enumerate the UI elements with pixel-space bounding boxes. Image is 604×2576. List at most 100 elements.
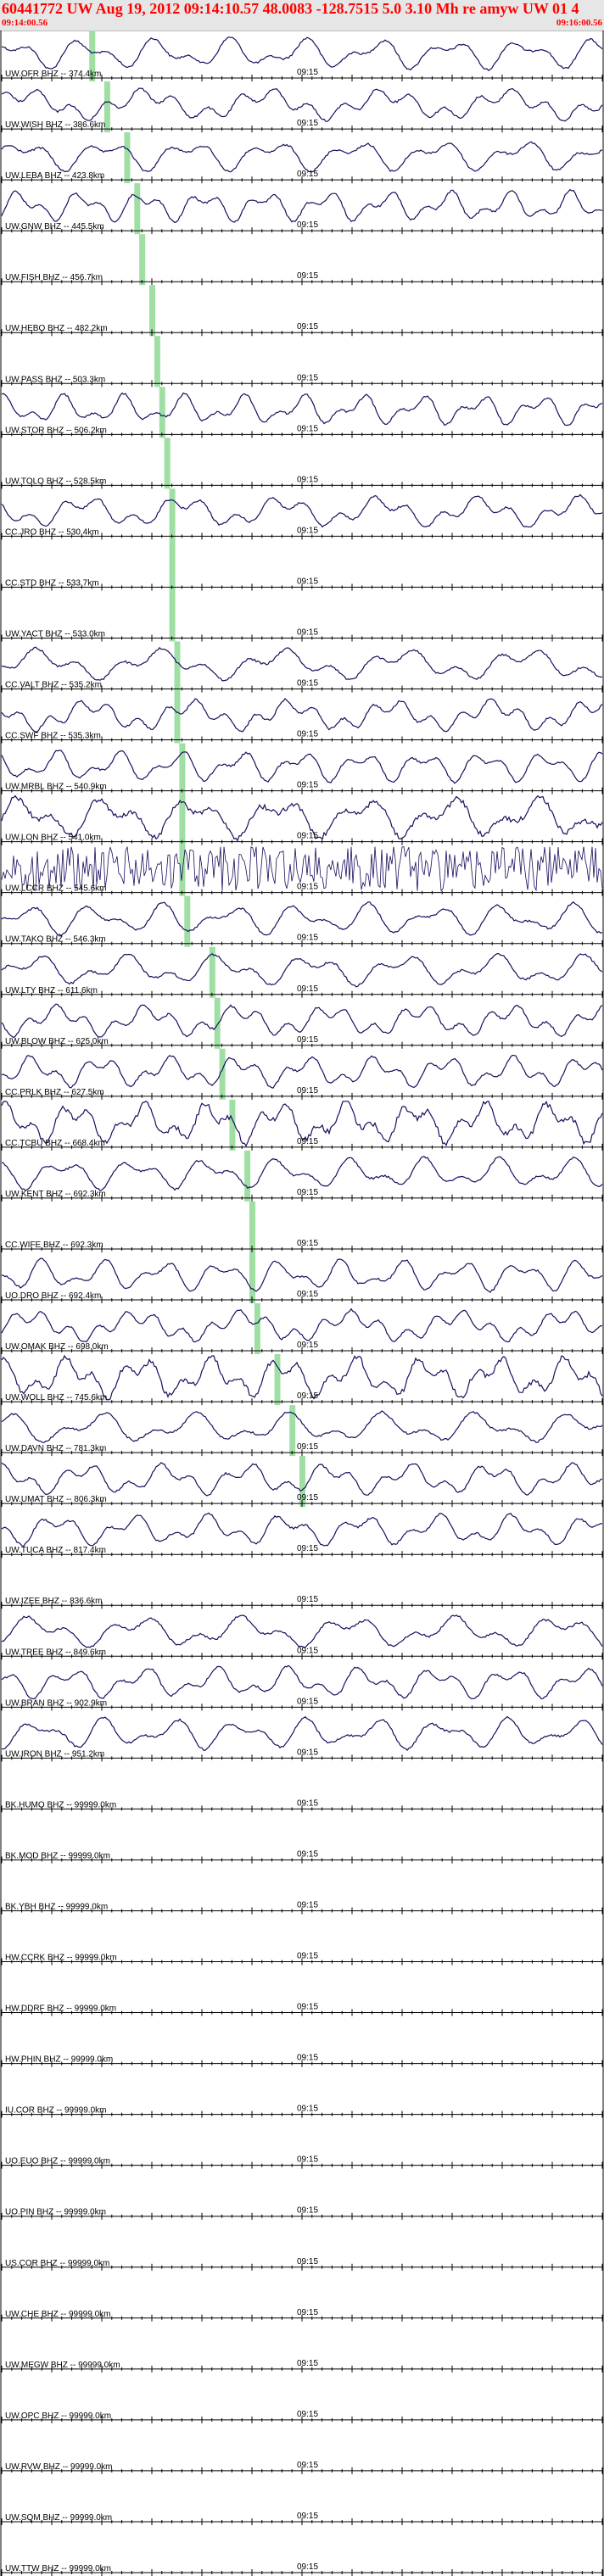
station-label: UW.TTW BHZ -- 99999.0km	[5, 2564, 111, 2573]
waveform-trace	[1, 901, 603, 937]
waveform-trace	[1, 750, 603, 784]
station-label: CC.WIFE BHZ -- 692.3km	[5, 1241, 103, 1250]
station-label: UW.LEBA BHZ -- 423.8km	[5, 171, 104, 181]
station-label: UW.FISH BHZ -- 456.7km	[5, 273, 103, 282]
minute-tick-label: 09:15	[297, 1391, 318, 1401]
waveform-trace	[1, 953, 603, 988]
minute-tick-label: 09:15	[297, 475, 318, 484]
station-label: UW.BLOW BHZ -- 625.0km	[5, 1037, 109, 1046]
station-label: UW.MEGW BHZ -- 99999.0km	[5, 2361, 120, 2370]
station-label: IU.COR BHZ -- 99999.0km	[5, 2106, 106, 2116]
minute-tick-label: 09:15	[297, 883, 318, 892]
minute-tick-label: 09:15	[297, 526, 318, 535]
minute-tick-label: 09:15	[297, 2512, 318, 2521]
waveform-trace	[1, 1664, 603, 1700]
minute-tick-label: 09:15	[297, 1137, 318, 1146]
station-label: US.COR BHZ -- 99999.0km	[5, 2259, 109, 2268]
arrival-pick-marker	[184, 895, 191, 947]
minute-tick-label: 09:15	[297, 781, 318, 790]
waveform-trace	[1, 36, 603, 71]
minute-tick-label: 09:15	[297, 1900, 318, 1910]
minute-tick-label: 09:15	[297, 984, 318, 994]
station-label: CC.TCBU BHZ -- 668.4km	[5, 1139, 105, 1148]
arrival-pick-marker	[299, 1456, 305, 1508]
station-label: UW.IRON BHZ -- 951.2km	[5, 1749, 104, 1759]
station-label: UW.OPC BHZ -- 99999.0km	[5, 2412, 111, 2421]
station-label: UW.TREE BHZ -- 849.6km	[5, 1648, 106, 1657]
start-time-label: 09:14:00.56	[2, 18, 48, 28]
minute-tick-label: 09:15	[297, 1849, 318, 1859]
minute-tick-label: 09:15	[297, 170, 318, 179]
minute-tick-label: 09:15	[297, 1442, 318, 1452]
station-label: UW.RVW BHZ -- 99999.0km	[5, 2462, 113, 2472]
minute-tick-label: 09:15	[297, 2308, 318, 2317]
minute-tick-label: 09:15	[297, 1341, 318, 1350]
station-label: HW.CCRK BHZ -- 99999.0km	[5, 1954, 117, 1963]
station-label: UO.PIN BHZ -- 99999.0km	[5, 2208, 106, 2217]
waveform-trace	[1, 1410, 603, 1443]
minute-tick-label: 09:15	[297, 2410, 318, 2419]
minute-tick-label: 09:15	[297, 1544, 318, 1553]
waveform-trace	[1, 1715, 603, 1751]
end-time-label: 09:16:00.56	[556, 18, 602, 28]
minute-tick-label: 09:15	[297, 119, 318, 128]
waveform-trace	[1, 1354, 603, 1401]
minute-tick-label: 09:15	[297, 832, 318, 841]
station-label: CC.JRO BHZ -- 530.4km	[5, 527, 99, 537]
minute-tick-label: 09:15	[297, 2562, 318, 2572]
minute-tick-label: 09:15	[297, 1697, 318, 1706]
arrival-pick-marker	[174, 692, 181, 744]
arrival-pick-marker	[103, 81, 110, 133]
station-label: HW.DDRF BHZ -- 99999.0km	[5, 2004, 116, 2014]
minute-tick-label: 09:15	[297, 1798, 318, 1808]
event-title: 60441772 UW Aug 19, 2012 09:14:10.57 48.…	[2, 0, 579, 17]
arrival-pick-marker	[209, 946, 215, 998]
waveform-trace	[1, 1308, 603, 1343]
waveform-trace	[1, 1257, 603, 1293]
station-label: UW.CHE BHZ -- 99999.0km	[5, 2310, 110, 2319]
waveform-trace	[1, 1156, 603, 1191]
arrival-pick-marker	[249, 1252, 255, 1303]
waveform-trace	[1, 188, 603, 224]
minute-tick-label: 09:15	[297, 322, 318, 332]
waveform-trace	[1, 141, 603, 173]
waveform-trace	[1, 1462, 603, 1497]
arrival-pick-marker	[134, 183, 141, 235]
minute-tick-label: 09:15	[297, 1290, 318, 1299]
station-label: UW.HEBO BHZ -- 482.2km	[5, 324, 108, 333]
station-label: UW.TAKO BHZ -- 546.3km	[5, 935, 106, 945]
arrival-pick-marker	[179, 794, 186, 845]
arrival-pick-marker	[169, 590, 176, 642]
minute-tick-label: 09:15	[297, 1952, 318, 1961]
minute-tick-label: 09:15	[297, 68, 318, 77]
station-label: CC.SWF BHZ -- 535.3km	[5, 732, 101, 741]
minute-tick-label: 09:15	[297, 2206, 318, 2216]
waveform-trace	[1, 646, 603, 682]
minute-tick-label: 09:15	[297, 2054, 318, 2063]
station-label: CC.STD BHZ -- 533.7km	[5, 578, 99, 588]
minute-tick-label: 09:15	[297, 577, 318, 586]
minute-tick-label: 09:15	[297, 2105, 318, 2114]
station-label: UW.OMAK BHZ -- 698.0km	[5, 1342, 109, 1352]
station-label: UW.TUCA BHZ -- 817.4km	[5, 1546, 106, 1555]
minute-tick-label: 09:15	[297, 1646, 318, 1655]
arrival-pick-marker	[229, 1099, 236, 1151]
station-label: CC.PRLK BHZ -- 627.5km	[5, 1088, 104, 1097]
header-bar: 60441772 UW Aug 19, 2012 09:14:10.57 48.…	[0, 0, 604, 31]
station-label: UW.SQM BHZ -- 99999.0km	[5, 2513, 112, 2523]
station-label: CC.VALT BHZ -- 535.2km	[5, 681, 102, 690]
station-label: BK.MOD BHZ -- 99999.0km	[5, 1851, 110, 1860]
station-label: UW.DAVN BHZ -- 781.3km	[5, 1444, 106, 1453]
station-label: UW.WISH BHZ -- 386.6km	[5, 120, 105, 130]
arrival-pick-marker	[249, 1201, 255, 1252]
minute-tick-label: 09:15	[297, 2003, 318, 2012]
minute-tick-label: 09:15	[297, 1086, 318, 1096]
waveform-trace	[1, 392, 603, 427]
arrival-pick-marker	[274, 1354, 281, 1406]
station-label: UW.GNW BHZ -- 445.5km	[5, 222, 104, 231]
arrival-pick-marker	[164, 438, 171, 489]
station-label: UW.UMAT BHZ -- 806.3km	[5, 1495, 107, 1504]
arrival-pick-marker	[139, 234, 146, 286]
minute-tick-label: 09:15	[297, 1239, 318, 1248]
arrival-pick-marker	[124, 132, 131, 184]
